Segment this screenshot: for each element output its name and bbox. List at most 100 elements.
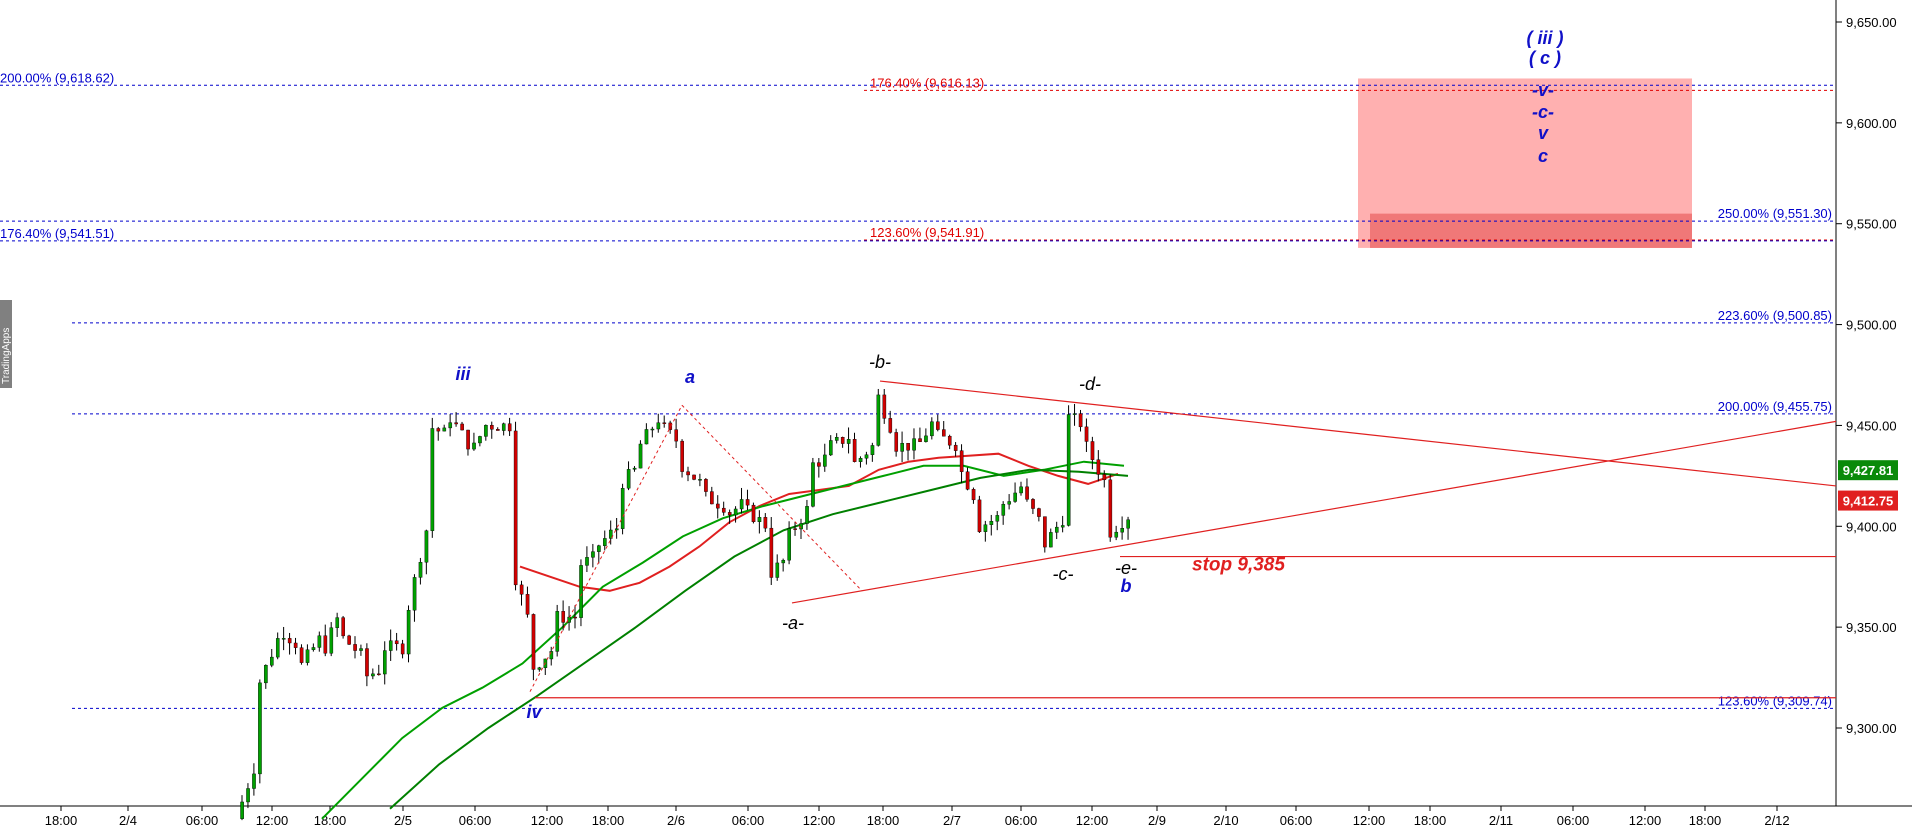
- candle-body: [983, 524, 988, 532]
- candle-body: [1007, 501, 1012, 505]
- candle-body: [1001, 503, 1006, 516]
- wave-label: v: [1538, 123, 1549, 143]
- candle-body: [1102, 474, 1107, 481]
- candle-body: [573, 616, 577, 619]
- candle-body: [650, 428, 655, 431]
- candle-body: [1060, 525, 1065, 528]
- x-tick-label: 18:00: [1414, 813, 1447, 828]
- candle-body: [585, 557, 589, 566]
- stop-label: stop 9,385: [1192, 555, 1285, 576]
- candle-body: [614, 528, 619, 531]
- candle-body: [275, 638, 280, 658]
- candle-body: [513, 430, 518, 586]
- candle-body: [448, 422, 453, 429]
- candle-body: [852, 439, 857, 462]
- x-tick-label: 12:00: [1353, 813, 1386, 828]
- candle-body: [888, 418, 893, 433]
- candle-body: [710, 491, 714, 505]
- candle-body: [876, 394, 881, 446]
- lower-trendline: [791, 420, 1837, 604]
- price-badge-label: 9,412.75: [1843, 494, 1894, 509]
- candle-body: [400, 643, 405, 655]
- brand-label: TradingApps: [1, 328, 12, 384]
- wave-label: b: [1121, 576, 1132, 596]
- candle-body: [371, 673, 375, 677]
- candle-body: [662, 422, 667, 424]
- candle-body: [775, 562, 780, 578]
- wave-label: iii: [455, 364, 471, 384]
- candle-body: [739, 499, 744, 510]
- candle-body: [763, 517, 768, 529]
- x-tick-label: 06:00: [1280, 813, 1313, 828]
- candle-body: [721, 507, 726, 513]
- candle-body: [989, 521, 994, 525]
- fib-label: 200.00% (9,455.75): [1718, 399, 1832, 414]
- fib-label: 200.00% (9,618.62): [0, 70, 114, 85]
- candle-body: [1013, 492, 1017, 502]
- candle-body: [394, 640, 399, 645]
- moving-average-line: [321, 460, 1125, 820]
- y-tick-label: 9,600.00: [1846, 116, 1897, 131]
- x-tick-label: 18:00: [45, 813, 78, 828]
- wave-label: -c-: [1053, 564, 1074, 584]
- candle-body: [1096, 459, 1101, 475]
- candle-body: [329, 627, 334, 654]
- candle-body: [531, 614, 536, 670]
- candle-body: [353, 644, 357, 651]
- candle-body: [1037, 508, 1041, 517]
- target-zone-core: [1370, 213, 1692, 248]
- candle-body: [281, 638, 286, 640]
- x-tick-label: 2/5: [394, 813, 412, 828]
- candle-body: [567, 616, 571, 623]
- wave-label: -d-: [1079, 374, 1101, 394]
- candle-body: [341, 617, 345, 637]
- candle-body: [1090, 441, 1095, 460]
- x-tick-label: 18:00: [867, 813, 900, 828]
- price-badge: [1838, 460, 1898, 481]
- candle-body: [365, 648, 369, 677]
- wave-label: -c-: [1532, 102, 1554, 122]
- candle-body: [377, 673, 381, 676]
- candle-body: [829, 440, 833, 456]
- candle-body: [1031, 499, 1035, 509]
- candle-body: [918, 438, 922, 442]
- candle-body: [603, 538, 607, 546]
- candle-body: [638, 443, 643, 469]
- upper-trendline: [879, 380, 1837, 487]
- candle-body: [727, 512, 732, 516]
- candle-body: [858, 458, 863, 462]
- candle-body: [942, 429, 946, 437]
- candle-body: [608, 529, 613, 539]
- candle-body: [620, 488, 625, 529]
- candle-body: [626, 469, 631, 489]
- stop-level: stop 9,385: [1120, 555, 1836, 576]
- candle-body: [900, 442, 904, 452]
- candle-body: [311, 647, 316, 650]
- candle-body: [757, 517, 762, 523]
- x-axis: 18:00 2/4 06:00 12:00 18:00 2/5 06:00 12:00 18:0…: [45, 806, 1790, 828]
- fib-label: 176.40% (9,616.13): [870, 75, 984, 90]
- x-tick-label: 18:00: [1689, 813, 1722, 828]
- candle-body: [769, 527, 774, 578]
- wave-label: -e-: [1115, 558, 1137, 578]
- x-tick-label: 06:00: [1005, 813, 1038, 828]
- wave-label: -a-: [782, 613, 804, 633]
- candle-body: [716, 503, 720, 509]
- candle-body: [418, 562, 423, 578]
- candle-body: [264, 665, 268, 684]
- target-zone: [1358, 78, 1692, 248]
- candle-body: [882, 394, 887, 419]
- candle-body: [674, 429, 679, 442]
- candle-body: [240, 801, 244, 819]
- candle-body: [323, 635, 328, 654]
- candle-body: [977, 499, 982, 532]
- wave-label: ( c ): [1529, 48, 1561, 68]
- fib-levels: 200.00% (9,618.62) 176.40% (9,616.13) 250.…: [0, 70, 1836, 709]
- y-tick-label: 9,350.00: [1846, 620, 1897, 635]
- candle-body: [1025, 486, 1029, 500]
- brand-tab-background: [0, 300, 12, 388]
- candle-body: [549, 651, 554, 660]
- candle-body: [436, 428, 441, 432]
